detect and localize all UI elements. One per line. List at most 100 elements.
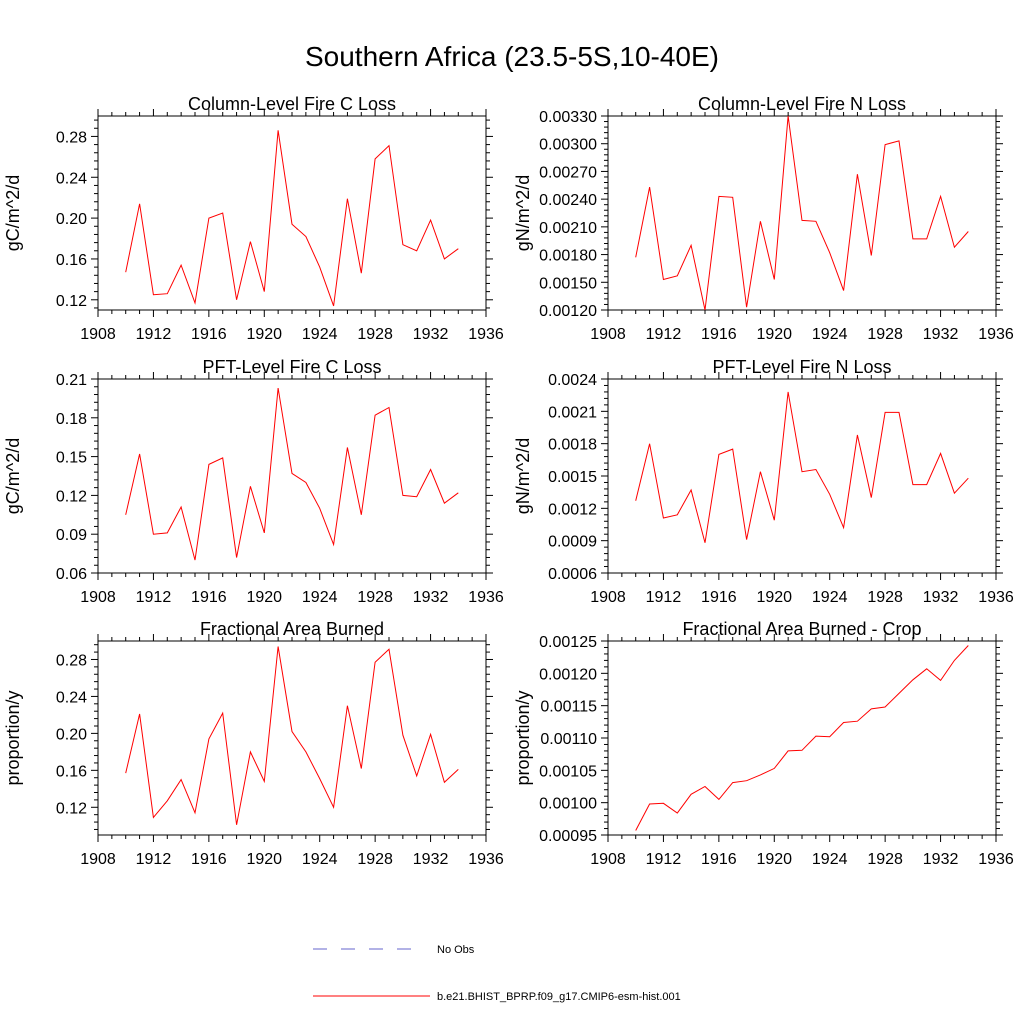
x-tick-label: 1916 [701,326,737,343]
y-tick-label: 0.21 [56,372,87,389]
x-tick-label: 1912 [646,589,682,606]
x-tick-label: 1932 [413,326,449,343]
x-tick-label: 1936 [978,326,1014,343]
plot-frame [97,640,487,836]
y-tick-label: 0.00095 [539,828,597,845]
panel-title: Fractional Area Burned [200,619,384,639]
y-tick-label: 0.00110 [540,731,597,748]
x-tick-label: 1936 [468,851,504,868]
x-tick-label: 1916 [191,589,227,606]
y-tick-label: 0.0024 [548,372,597,389]
panel-6: Fractional Area Burned - Crop proportion/… [513,619,1014,868]
x-tick-label: 1928 [357,326,393,343]
x-tick-label: 1908 [80,851,116,868]
y-tick-label: 0.00125 [539,634,597,651]
x-tick-label: 1932 [923,589,959,606]
plot-frame [607,115,997,311]
y-tick-label: 0.00120 [539,666,597,683]
x-tick-label: 1920 [246,589,282,606]
x-tick-label: 1928 [357,851,393,868]
x-tick-label: 1912 [136,326,172,343]
x-tick-label: 1908 [590,851,626,868]
x-tick-label: 1932 [413,851,449,868]
y-tick-label: 0.00115 [540,699,597,716]
y-tick-label: 0.00330 [539,109,597,126]
y-tick-label: 0.12 [56,293,87,310]
y-tick-label: 0.00300 [539,137,597,154]
x-tick-label: 1928 [357,589,393,606]
y-tick-label: 0.0009 [548,534,597,551]
x-tick-label: 1908 [80,589,116,606]
x-tick-label: 1928 [867,589,903,606]
panel-4: PFT-Level Fire N Loss gN/m^2/d 1908 1912 191… [513,357,1014,606]
x-tick-label: 1908 [590,326,626,343]
x-tick-label: 1912 [646,326,682,343]
y-axis-label: proportion/y [513,690,533,785]
y-tick-label: 0.0006 [548,566,597,583]
panel-1: Column-Level Fire C Loss gC/m^2/d 1908 1912… [3,94,504,343]
x-tick-label: 1928 [867,326,903,343]
y-tick-label: 0.06 [56,566,87,583]
y-tick-label: 0.20 [56,726,87,743]
x-tick-label: 1924 [302,589,338,606]
panel-title: Fractional Area Burned - Crop [682,619,921,639]
x-tick-label: 1916 [191,326,227,343]
x-tick-label: 1928 [867,851,903,868]
y-tick-label: 0.28 [56,652,87,669]
y-axis-label: gC/m^2/d [3,438,23,514]
x-tick-label: 1912 [646,851,682,868]
y-tick-label: 0.18 [56,411,87,428]
y-tick-label: 0.00105 [539,763,597,780]
y-tick-label: 0.0012 [548,501,597,518]
x-tick-label: 1916 [701,589,737,606]
panel-5: Fractional Area Burned proportion/y 1908 19… [3,619,504,868]
panel-2: Column-Level Fire N Loss gN/m^2/d 1908 1912… [513,94,1014,343]
x-tick-label: 1932 [923,851,959,868]
x-tick-label: 1916 [701,851,737,868]
y-tick-label: 0.16 [56,763,87,780]
x-tick-label: 1924 [812,851,848,868]
series-line [635,391,969,543]
y-axis-label: gC/m^2/d [3,175,23,251]
x-tick-label: 1920 [246,851,282,868]
x-tick-label: 1936 [468,589,504,606]
series-line [635,115,969,311]
y-tick-label: 0.12 [56,488,87,505]
y-tick-label: 0.16 [56,252,87,269]
y-axis-label: gN/m^2/d [513,438,533,514]
figure-title: Southern Africa (23.5-5S,10-40E) [305,41,719,72]
x-tick-label: 1932 [413,589,449,606]
x-tick-label: 1924 [302,326,338,343]
y-tick-label: 0.0018 [548,437,597,454]
panels-group: Column-Level Fire C Loss gC/m^2/d 1908 1912… [3,94,1014,868]
series-line [125,646,459,825]
x-tick-label: 1936 [978,851,1014,868]
x-tick-label: 1916 [191,851,227,868]
plot-frame [97,115,487,311]
y-tick-label: 0.00240 [539,192,597,209]
y-tick-label: 0.0021 [548,404,597,421]
y-tick-label: 0.24 [56,689,87,706]
y-tick-label: 0.28 [56,129,87,146]
panel-title: PFT-Level Fire C Loss [202,357,381,377]
y-tick-label: 0.0015 [548,469,597,486]
x-tick-label: 1920 [246,326,282,343]
panel-title: PFT-Level Fire N Loss [712,357,891,377]
y-tick-label: 0.24 [56,170,87,187]
series-line [125,388,459,561]
x-tick-label: 1920 [756,851,792,868]
panel-title: Column-Level Fire N Loss [698,94,906,114]
x-tick-label: 1912 [136,589,172,606]
y-tick-label: 0.00150 [539,275,597,292]
x-tick-label: 1936 [468,326,504,343]
y-tick-label: 0.00270 [539,164,597,181]
panel-title: Column-Level Fire C Loss [188,94,396,114]
x-tick-label: 1936 [978,589,1014,606]
x-tick-label: 1908 [80,326,116,343]
plot-frame [607,378,997,574]
y-tick-label: 0.20 [56,211,87,228]
y-tick-label: 0.09 [56,527,87,544]
x-tick-label: 1920 [756,326,792,343]
legend: No Obs b.e21.BHIST_BPRP.f09_g17.CMIP6-es… [313,944,681,1003]
